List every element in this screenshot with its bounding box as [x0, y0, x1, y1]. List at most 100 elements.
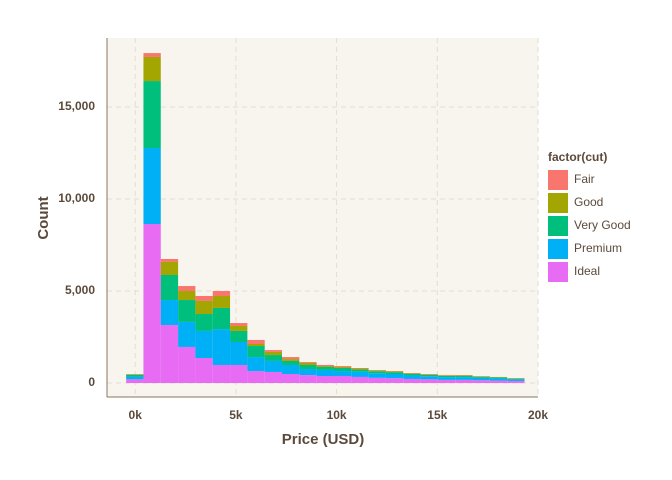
y-axis-title: Count — [35, 196, 52, 239]
bar-segment — [160, 300, 179, 326]
legend-label: Ideal — [574, 264, 600, 278]
bar-segment — [178, 286, 196, 292]
bar-segment — [316, 366, 334, 368]
bar-segment — [333, 366, 352, 368]
bar-segment — [230, 323, 248, 326]
legend-title: factor(cut) — [548, 150, 607, 164]
legend-key — [548, 193, 568, 213]
bar-segment — [230, 364, 248, 384]
x-tick-label: 10k — [327, 408, 347, 422]
bar-segment — [299, 369, 317, 376]
bar-segment — [437, 379, 456, 384]
legend-label: Good — [574, 195, 603, 209]
bar-segment — [160, 261, 179, 276]
bar-segment — [299, 362, 317, 365]
legend-key — [548, 170, 568, 190]
bar-segment — [316, 369, 334, 377]
bar-segment — [420, 379, 438, 384]
bar-segment — [126, 374, 144, 377]
bar-segment — [472, 377, 490, 381]
bar-segment — [420, 374, 438, 377]
bar-segment — [247, 357, 265, 372]
bar-segment — [437, 375, 456, 378]
bar-segment — [282, 364, 300, 374]
bar-segment — [230, 325, 248, 331]
bar-segment — [264, 360, 283, 372]
legend-label: Very Good — [574, 218, 631, 232]
bar-segment — [212, 291, 231, 296]
legend-label: Premium — [574, 241, 622, 255]
bar-segment — [212, 295, 231, 308]
bar-segment — [126, 374, 144, 375]
bar-segment — [126, 376, 144, 380]
bar-segment — [143, 53, 161, 57]
bar-segment — [264, 350, 283, 352]
bar-segment — [212, 329, 231, 365]
bar-segment — [385, 378, 404, 384]
bar-segment — [420, 374, 438, 375]
y-tick-label: 15,000 — [58, 99, 95, 113]
bar-segment — [455, 377, 473, 380]
bar-segment — [195, 357, 213, 384]
legend-key — [548, 239, 568, 259]
bar-segment — [385, 371, 404, 373]
bar-segment — [316, 376, 334, 384]
x-tick-label: 20k — [528, 408, 548, 422]
bar-segment — [178, 300, 196, 322]
y-tick-label: 5,000 — [65, 283, 95, 297]
bar-segment — [230, 330, 248, 342]
bar-segment — [507, 378, 525, 380]
bar-segment — [351, 369, 369, 372]
bar-segment — [264, 355, 283, 361]
bar-segment — [507, 380, 525, 384]
bar-segment — [385, 372, 404, 374]
bar-segment — [212, 307, 231, 330]
bar-segment — [316, 364, 334, 367]
bar-segment — [333, 367, 352, 372]
bar-segment — [282, 373, 300, 384]
bar-segment — [143, 81, 161, 149]
bar-segment — [282, 357, 300, 360]
bar-segment — [178, 291, 196, 301]
x-tick-label: 5k — [229, 408, 243, 422]
x-tick-label: 0k — [129, 408, 143, 422]
bar-segment — [143, 224, 161, 384]
x-tick-label: 15k — [427, 408, 447, 422]
bar-segment — [247, 346, 265, 358]
bar-segment — [420, 376, 438, 380]
bar-segment — [507, 379, 525, 381]
bar-segment — [437, 377, 456, 380]
bar-segment — [195, 330, 213, 358]
bar-segment — [247, 339, 265, 345]
bar-segment — [299, 375, 317, 384]
bar-segment — [368, 377, 386, 384]
bar-segment — [247, 344, 265, 347]
bar-segment — [299, 364, 317, 370]
bar-segment — [212, 364, 231, 384]
bar-segment — [351, 368, 369, 370]
bar-segment — [160, 275, 179, 301]
bar-segment — [455, 376, 473, 378]
bar-segment — [489, 377, 508, 379]
x-axis-title: Price (USD) — [282, 431, 365, 448]
bar-segment — [368, 370, 386, 372]
bar-segment — [351, 371, 369, 377]
bar-segment — [299, 362, 317, 363]
bar-segment — [316, 367, 334, 370]
bar-segment — [160, 325, 179, 384]
y-tick-label: 0 — [88, 375, 95, 389]
bar-segment — [472, 376, 490, 378]
bar-segment — [264, 351, 283, 356]
bar-segment — [489, 380, 508, 384]
bar-segment — [282, 359, 300, 361]
y-tick-label: 10,000 — [58, 191, 95, 205]
bar-segment — [333, 376, 352, 384]
bar-segment — [403, 373, 421, 374]
bar-segment — [264, 371, 283, 384]
bar-segment — [403, 375, 421, 379]
bar-segment — [126, 379, 144, 384]
bar-segment — [472, 380, 490, 384]
bar-segment — [385, 373, 404, 379]
bar-segment — [403, 378, 421, 384]
